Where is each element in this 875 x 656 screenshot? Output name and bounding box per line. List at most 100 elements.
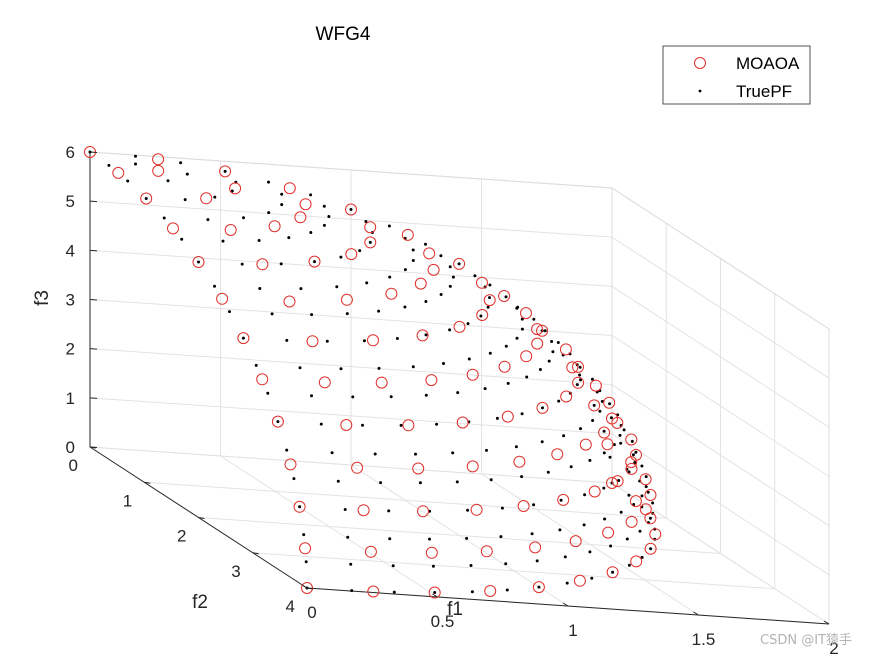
truepf-point xyxy=(579,378,582,382)
truepf-point xyxy=(514,445,518,449)
data-points xyxy=(84,146,662,599)
truepf-point xyxy=(619,441,623,445)
truepf-point xyxy=(535,559,539,563)
moaoa-point xyxy=(318,376,331,389)
x-tick-label: 2 xyxy=(829,639,838,656)
truepf-point xyxy=(435,422,439,426)
truepf-point xyxy=(285,338,289,342)
legend-box xyxy=(662,45,811,105)
moaoa-point xyxy=(466,460,479,473)
moaoa-point xyxy=(456,416,469,429)
truepf-point xyxy=(391,564,395,568)
moaoa-point xyxy=(501,410,514,423)
truepf-point xyxy=(479,314,483,318)
truepf-point xyxy=(304,560,308,564)
moaoa-point xyxy=(557,493,570,506)
moaoa-point xyxy=(470,503,483,516)
truepf-point xyxy=(590,377,594,381)
y-tick-mark xyxy=(89,446,97,449)
truepf-point xyxy=(442,362,445,365)
truepf-point xyxy=(322,223,326,227)
moaoa-point xyxy=(560,390,573,403)
truepf-point xyxy=(505,588,509,592)
z-tick-label: 0 xyxy=(66,438,75,457)
truepf-point xyxy=(532,503,536,507)
moaoa-point xyxy=(520,350,533,363)
truepf-point xyxy=(465,536,469,540)
moaoa-point xyxy=(625,462,638,475)
truepf-point xyxy=(451,451,455,455)
truepf-point xyxy=(582,523,586,527)
moaoa-point xyxy=(466,368,479,381)
truepf-point xyxy=(379,481,383,485)
truepf-point xyxy=(431,564,435,568)
x-tick-mark xyxy=(693,611,699,616)
moaoa-point xyxy=(412,462,425,475)
moaoa-point xyxy=(364,545,377,558)
grid-line xyxy=(89,299,613,336)
moaoa-point xyxy=(476,309,489,321)
truepf-point xyxy=(578,365,582,369)
truepf-point xyxy=(622,428,626,432)
moaoa-point xyxy=(629,495,642,508)
x-tick-label: 0.5 xyxy=(431,612,455,631)
moaoa-point xyxy=(529,541,542,554)
moaoa-point xyxy=(483,294,496,307)
truepf-point xyxy=(302,533,306,537)
moaoa-point xyxy=(603,396,616,409)
moaoa-point xyxy=(299,542,312,555)
grid-line xyxy=(144,481,667,519)
truepf-point xyxy=(556,341,560,344)
moaoa-point xyxy=(588,399,601,412)
truepf-point xyxy=(485,448,488,452)
x-tick-mark xyxy=(562,602,569,607)
moaoa-point xyxy=(401,228,414,241)
box-edge xyxy=(611,187,830,330)
truepf-point xyxy=(608,455,612,459)
y-tick-mark xyxy=(144,481,151,484)
truepf-point xyxy=(346,535,350,539)
truepf-point xyxy=(345,312,349,316)
truepf-point xyxy=(439,254,443,258)
truepf-point xyxy=(267,211,271,215)
truepf-point xyxy=(322,204,326,208)
moaoa-point xyxy=(293,500,306,513)
truepf-point xyxy=(625,537,629,541)
moaoa-point xyxy=(284,458,297,471)
truepf-point xyxy=(276,420,280,424)
truepf-point xyxy=(126,179,130,183)
truepf-point xyxy=(541,406,544,410)
truepf-point xyxy=(330,451,334,455)
truepf-point xyxy=(651,501,655,505)
truepf-point xyxy=(550,340,554,343)
truepf-point xyxy=(563,555,567,559)
truepf-point xyxy=(537,585,541,589)
truepf-point xyxy=(455,480,459,484)
truepf-point xyxy=(591,419,595,422)
truepf-point xyxy=(466,508,470,512)
grid-line xyxy=(611,384,830,527)
truepf-point xyxy=(558,528,562,532)
moaoa-point xyxy=(484,585,497,597)
truepf-point xyxy=(562,434,566,438)
truepf-point xyxy=(299,287,303,291)
truepf-point xyxy=(499,535,503,539)
truepf-point xyxy=(546,470,550,474)
z-tick-label: 2 xyxy=(66,340,75,359)
truepf-point xyxy=(579,427,582,431)
truepf-point xyxy=(377,366,381,370)
truepf-point xyxy=(388,275,392,279)
moaoa-point xyxy=(301,582,313,594)
truepf-point xyxy=(179,161,183,165)
moaoa-point xyxy=(606,566,619,579)
truepf-point xyxy=(228,310,231,314)
y-tick-mark xyxy=(252,552,259,555)
truepf-point xyxy=(520,475,524,479)
truepf-point xyxy=(583,493,587,497)
truepf-point xyxy=(532,317,536,321)
moaoa-point xyxy=(216,292,229,305)
moaoa-point xyxy=(536,401,549,414)
moaoa-point xyxy=(532,581,545,594)
moaoa-point xyxy=(152,164,165,177)
truepf-point xyxy=(424,242,427,246)
